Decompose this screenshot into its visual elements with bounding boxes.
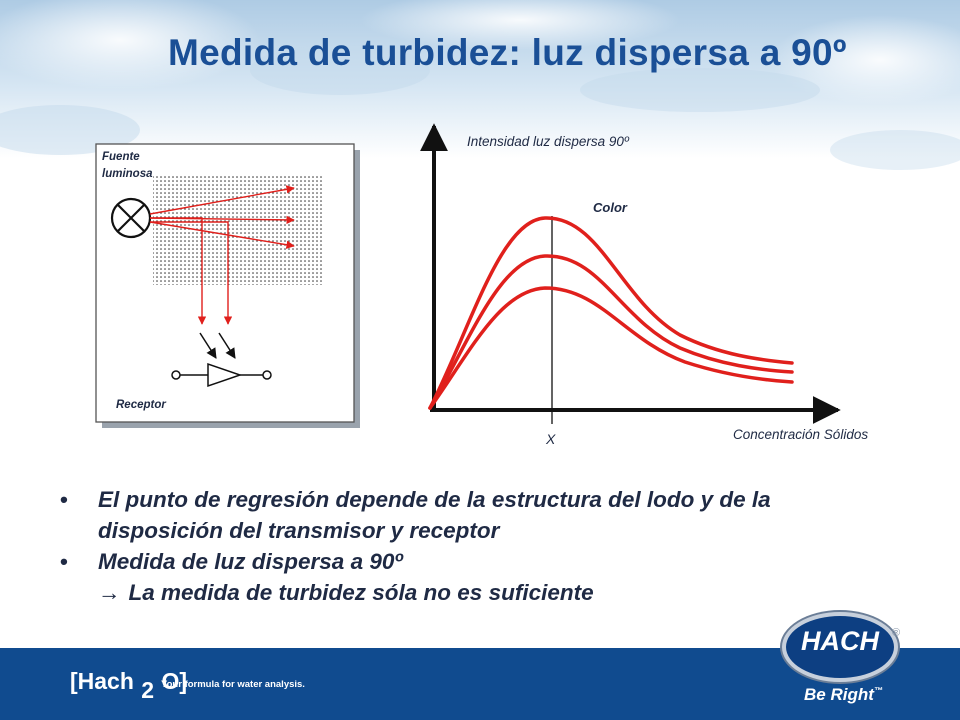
source-label: Fuente luminosa xyxy=(102,151,153,180)
bullet-2-line2-wrap: → La medida de turbidez sóla no es sufici… xyxy=(98,577,930,608)
trademark-mark: ™ xyxy=(873,685,883,696)
curve-low xyxy=(428,286,794,410)
receptor-diode-icon xyxy=(171,332,272,388)
source-label-line1: Fuente xyxy=(102,151,140,163)
light-rays xyxy=(149,185,295,325)
footer-tagline: Your formula for water analysis. xyxy=(161,679,305,690)
right-arrow-icon: → xyxy=(98,580,121,605)
bullet-dot: • xyxy=(60,487,68,512)
scatter-plot: Intensidad luz dispersa 90º Color Concen… xyxy=(420,123,868,447)
sample-medium xyxy=(153,175,323,285)
x-marker-label: X xyxy=(545,431,556,447)
device-box: Fuente luminosa Receptor xyxy=(95,143,360,428)
hach-logo-text: HACH xyxy=(801,626,879,656)
curve-color xyxy=(428,216,794,410)
bullet-item: • Medida de luz dispersa a 90º → La medid… xyxy=(60,546,930,608)
hach2o-right: O] xyxy=(161,668,188,694)
slide-title: Medida de turbidez: luz dispersa a 90º xyxy=(168,32,847,73)
registered-mark: ® xyxy=(892,627,901,639)
bullet-dot: • xyxy=(60,549,68,574)
bullet-2-line2: La medida de turbidez sóla no es suficie… xyxy=(128,580,594,605)
bullet-1-line1: El punto de regresión depende de la estr… xyxy=(98,487,771,512)
bullet-2-line1: Medida de luz dispersa a 90º xyxy=(98,549,403,574)
hach2o-left: [Hach xyxy=(70,668,134,694)
bullet-list: • El punto de regresión depende de la es… xyxy=(60,484,930,608)
source-label-line2: luminosa xyxy=(102,168,153,180)
slogan-text: Be Right xyxy=(804,685,874,704)
receptor-label: Receptor xyxy=(116,399,166,411)
be-right-slogan: Be Right™ xyxy=(804,685,883,705)
curve-label-color: Color xyxy=(593,200,628,215)
bullet-1-line2: disposición del transmisor y receptor xyxy=(98,518,500,543)
scatter-curves xyxy=(428,216,794,410)
y-axis-label: Intensidad luz dispersa 90º xyxy=(467,134,630,149)
x-axis-label: Concentración Sólidos xyxy=(733,427,868,442)
hach2o-subscript: 2 xyxy=(141,677,155,703)
hach2o-logo: [Hach 2 O] xyxy=(70,668,188,703)
lamp-icon xyxy=(110,197,152,239)
hach-logo-oval xyxy=(782,612,898,682)
curve-middle xyxy=(428,254,794,410)
bullet-item: • El punto de regresión depende de la es… xyxy=(60,484,930,546)
